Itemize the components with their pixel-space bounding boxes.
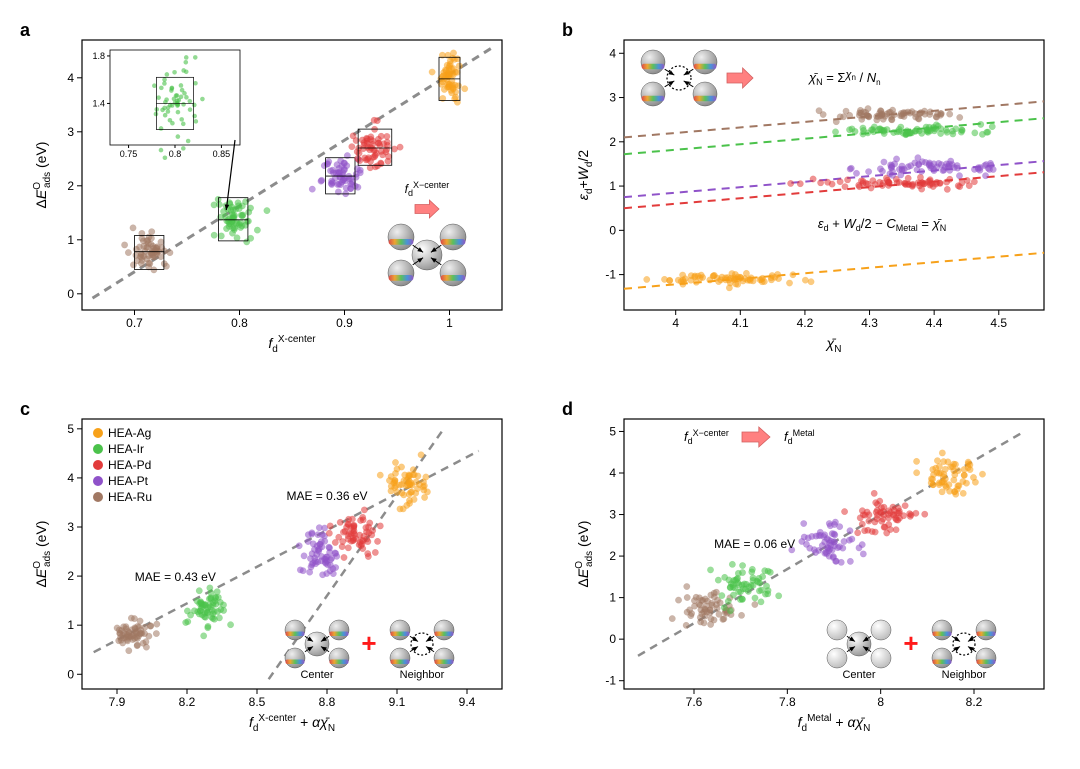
svg-text:+: + (903, 628, 918, 658)
svg-text:2: 2 (67, 179, 74, 193)
svg-text:7.9: 7.9 (109, 695, 126, 709)
svg-text:ΔEOads (eV): ΔEOads (eV) (32, 142, 53, 209)
svg-text:εd+Wd/2: εd+Wd/2 (575, 150, 595, 201)
svg-text:MAE = 0.06 eV: MAE = 0.06 eV (714, 536, 795, 550)
svg-text:MAE = 0.36 eV: MAE = 0.36 eV (286, 489, 367, 503)
svg-text:1: 1 (67, 618, 74, 632)
svg-text:HEA-Ag: HEA-Ag (108, 426, 151, 440)
figure-grid: a 0.7 0.8 0.9 1 0 1 2 3 4 fdX-center ΔEOads (eV) 0.… (20, 20, 1060, 749)
svg-text:4.5: 4.5 (990, 316, 1007, 330)
svg-text:MAE = 0.43 eV: MAE = 0.43 eV (135, 570, 216, 584)
svg-text:2: 2 (609, 135, 616, 149)
svg-text:HEA-Ru: HEA-Ru (108, 490, 152, 504)
svg-text:4.3: 4.3 (861, 316, 878, 330)
svg-text:fdX-center: fdX-center (268, 334, 316, 355)
svg-text:-1: -1 (605, 673, 616, 687)
svg-text:1: 1 (609, 590, 616, 604)
svg-text:HEA-Pd: HEA-Pd (108, 458, 151, 472)
svg-text:Neighbor: Neighbor (942, 669, 987, 681)
svg-text:1: 1 (67, 233, 74, 247)
svg-text:9.4: 9.4 (459, 695, 476, 709)
svg-text:fdX−center: fdX−center (405, 180, 450, 198)
svg-text:4: 4 (67, 470, 74, 484)
svg-text:4: 4 (609, 46, 616, 60)
svg-text:1: 1 (609, 179, 616, 193)
panel-c-label: c (20, 399, 30, 420)
svg-text:0.9: 0.9 (336, 316, 353, 330)
svg-text:χ̄N = Σχn / Nn: χ̄N = Σχn / Nn (808, 69, 881, 87)
svg-text:Center: Center (842, 669, 875, 681)
svg-text:0.85: 0.85 (213, 149, 231, 159)
svg-text:4.4: 4.4 (926, 316, 943, 330)
svg-text:0: 0 (67, 287, 74, 301)
svg-text:3: 3 (609, 507, 616, 521)
svg-text:3: 3 (609, 91, 616, 105)
panel-c: c 7.9 8.2 8.5 8.8 9.1 9.4 0 1 2 3 4 5 fdX-center + α… (20, 399, 530, 750)
svg-text:8.5: 8.5 (249, 695, 266, 709)
svg-text:4.1: 4.1 (732, 316, 749, 330)
svg-text:8.2: 8.2 (179, 695, 196, 709)
svg-text:0: 0 (609, 632, 616, 646)
svg-text:0.7: 0.7 (126, 316, 143, 330)
svg-text:2: 2 (67, 569, 74, 583)
svg-text:4: 4 (672, 316, 679, 330)
svg-text:0.8: 0.8 (169, 149, 182, 159)
svg-text:3: 3 (67, 125, 74, 139)
svg-text:ΔEOads (eV): ΔEOads (eV) (574, 520, 595, 587)
svg-text:0: 0 (609, 223, 616, 237)
panel-d: d 7.6 7.8 8 8.2 -1 0 1 2 3 4 5 fdMetal + αχ̄N ΔEOads… (562, 399, 1072, 750)
svg-text:HEA-Pt: HEA-Pt (108, 474, 149, 488)
svg-text:4: 4 (67, 71, 74, 85)
svg-text:9.1: 9.1 (389, 695, 406, 709)
svg-text:fdX-center + αχ̄N: fdX-center + αχ̄N (249, 713, 335, 734)
svg-text:2: 2 (609, 549, 616, 563)
svg-text:8: 8 (877, 695, 884, 709)
svg-text:1: 1 (446, 316, 453, 330)
svg-text:5: 5 (67, 421, 74, 435)
svg-text:+: + (361, 628, 376, 658)
panel-a-label: a (20, 20, 30, 41)
svg-text:fdX−center: fdX−center (684, 428, 729, 446)
svg-text:εd + Wd/2 − CMetal = χ̄N: εd + Wd/2 − CMetal = χ̄N (818, 216, 946, 233)
svg-text:4: 4 (609, 466, 616, 480)
svg-text:5: 5 (609, 424, 616, 438)
svg-text:Center: Center (300, 669, 333, 681)
panel-b: b 4 4.1 4.2 4.3 4.4 4.5 -1 0 1 2 3 4 χ̄N εd+Wd/2 χ̄N =… (562, 20, 1072, 371)
svg-text:4.2: 4.2 (797, 316, 814, 330)
svg-text:7.8: 7.8 (779, 695, 796, 709)
svg-text:χ̄N: χ̄N (825, 335, 842, 355)
panel-d-label: d (562, 399, 573, 420)
svg-text:1.4: 1.4 (92, 98, 105, 108)
svg-text:-1: -1 (605, 268, 616, 282)
svg-text:0.75: 0.75 (120, 149, 138, 159)
svg-text:8.2: 8.2 (966, 695, 983, 709)
svg-text:0.8: 0.8 (231, 316, 248, 330)
svg-text:3: 3 (67, 520, 74, 534)
svg-text:1.8: 1.8 (92, 51, 105, 61)
svg-text:fdMetal: fdMetal (784, 428, 815, 446)
panel-a: a 0.7 0.8 0.9 1 0 1 2 3 4 fdX-center ΔEOads (eV) 0.… (20, 20, 530, 371)
svg-text:HEA-Ir: HEA-Ir (108, 442, 144, 456)
svg-text:ΔEOads (eV): ΔEOads (eV) (32, 520, 53, 587)
svg-text:Neighbor: Neighbor (400, 669, 445, 681)
svg-text:0: 0 (67, 667, 74, 681)
svg-text:fdMetal + αχ̄N: fdMetal + αχ̄N (798, 713, 871, 734)
panel-b-label: b (562, 20, 573, 41)
svg-text:8.8: 8.8 (319, 695, 336, 709)
svg-text:7.6: 7.6 (686, 695, 703, 709)
